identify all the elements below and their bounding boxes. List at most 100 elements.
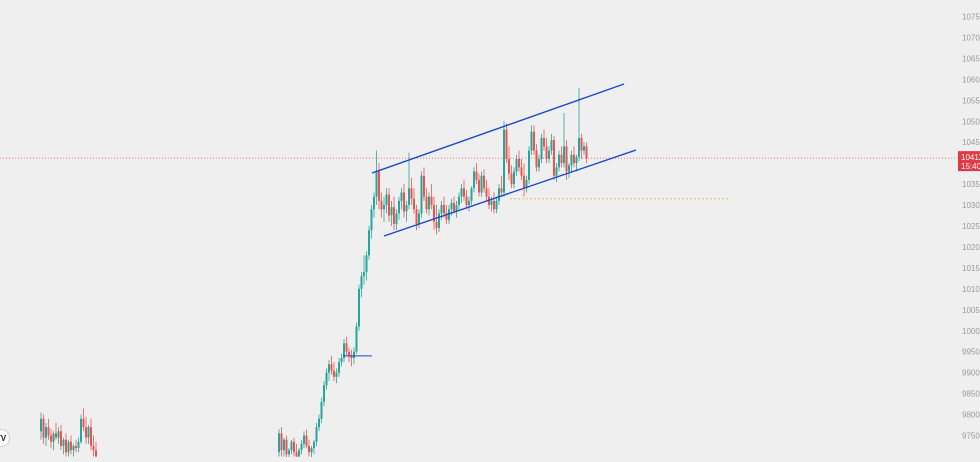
trend-channel[interactable]	[371, 83, 637, 237]
candle-body	[95, 450, 97, 457]
candle	[433, 196, 435, 231]
candle-body	[463, 188, 465, 197]
candle-body	[498, 188, 500, 201]
candle-body	[365, 255, 368, 273]
channel-lower-line	[383, 149, 637, 237]
candle-body	[345, 343, 348, 352]
candle	[280, 427, 283, 457]
candle-body	[393, 207, 395, 224]
candle-body	[278, 433, 280, 453]
candle-body	[495, 200, 498, 210]
price-tag-background	[958, 151, 980, 172]
candle	[92, 435, 95, 457]
candle	[460, 184, 463, 203]
candle	[358, 284, 360, 331]
candle-body	[460, 188, 463, 197]
candle-body	[375, 171, 378, 197]
bar-countdown-label: 15:40	[961, 162, 980, 171]
y-tick-label: 10250	[962, 222, 980, 231]
candle-body	[390, 207, 393, 216]
candle	[560, 146, 563, 168]
candle-body	[438, 213, 440, 229]
candle	[385, 188, 388, 214]
candle	[398, 196, 400, 220]
candle	[508, 146, 510, 180]
candle	[85, 416, 87, 444]
candle	[293, 437, 295, 457]
candle	[395, 209, 398, 231]
candle	[408, 152, 410, 210]
candle-body	[535, 150, 538, 168]
candle-body	[363, 272, 365, 277]
candle-body	[530, 131, 533, 151]
candle-body	[320, 401, 323, 419]
candle	[540, 133, 543, 164]
candle	[283, 437, 285, 457]
candle	[313, 439, 315, 455]
candle	[338, 357, 340, 377]
candle	[288, 448, 290, 461]
candle	[345, 337, 348, 356]
candle-body	[285, 439, 288, 455]
candle	[52, 431, 55, 451]
candle	[513, 167, 515, 189]
candle-body	[540, 138, 543, 159]
candle	[45, 422, 47, 446]
candle	[585, 142, 588, 164]
candle-body	[560, 154, 563, 164]
price-axis[interactable]: 97500 98000 98500 99000 99500 10000 10050 10100…	[962, 13, 980, 441]
candle	[525, 175, 528, 193]
candle-body	[408, 188, 410, 206]
candle	[375, 150, 378, 206]
candle-body	[440, 205, 443, 214]
candle-body	[398, 200, 400, 214]
candle-body	[493, 200, 495, 210]
candle	[423, 167, 425, 201]
candle-body	[308, 445, 310, 453]
candle-body	[330, 364, 333, 371]
y-tick-label: 99000	[962, 369, 980, 378]
candle	[40, 412, 42, 440]
candle-body	[338, 362, 340, 373]
candle	[483, 169, 485, 193]
candle-body	[583, 146, 585, 151]
candle	[500, 175, 503, 197]
candle-body	[42, 418, 45, 438]
candle-body	[553, 140, 555, 176]
candle	[370, 205, 373, 239]
candle	[518, 150, 520, 172]
candle-body	[280, 433, 283, 451]
candle-body	[490, 200, 493, 206]
candle	[553, 135, 555, 180]
candle-body	[520, 167, 523, 176]
candle-body	[383, 205, 385, 210]
candle	[42, 414, 45, 444]
candle	[65, 433, 67, 457]
candle	[465, 190, 468, 210]
candle-body	[570, 154, 573, 166]
candle	[443, 196, 445, 218]
candle	[438, 209, 440, 233]
candle-body	[543, 138, 545, 147]
candle	[335, 368, 338, 384]
candle	[388, 188, 390, 222]
candle-body	[80, 418, 82, 442]
candle-body	[283, 439, 285, 451]
candle-body	[565, 146, 568, 172]
candle	[340, 353, 343, 367]
candle	[515, 154, 518, 176]
candle-body	[548, 150, 550, 159]
candle-body	[405, 205, 408, 212]
candle	[95, 441, 97, 461]
candle	[530, 125, 533, 155]
candle	[505, 123, 508, 164]
candle	[403, 184, 405, 218]
candle	[425, 188, 428, 214]
candle-body	[455, 205, 458, 212]
candle	[410, 177, 413, 206]
candle	[303, 431, 305, 449]
candle	[568, 163, 570, 178]
candle	[493, 192, 495, 214]
